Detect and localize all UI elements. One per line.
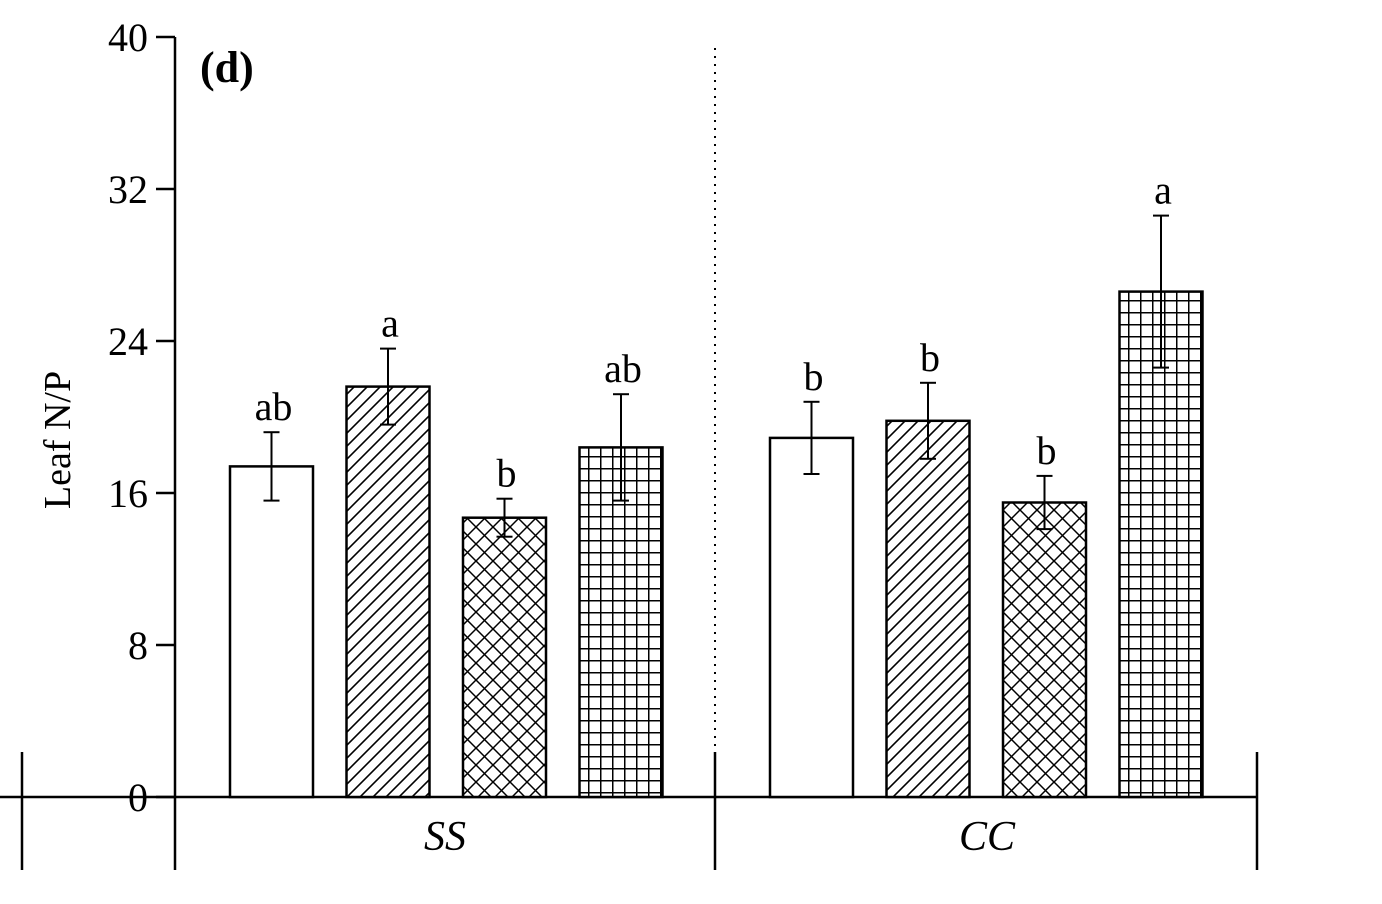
significance-letter-cc-1: b (804, 354, 824, 399)
y-axis-title: Leaf N/P (37, 371, 79, 509)
bar-cc-4 (1118, 290, 1204, 799)
significance-letter-ss-3: b (497, 451, 517, 496)
significance-letter-cc-2: b (920, 335, 940, 380)
y-tick-label-1: 8 (128, 623, 148, 668)
group-labels: SS CC (424, 814, 1016, 860)
group-label-cc: CC (959, 814, 1016, 860)
significance-letter-ss-4: ab (604, 346, 642, 391)
group-label-ss: SS (424, 814, 466, 860)
y-tick-label-2: 16 (108, 471, 148, 516)
bar-ss-3 (461, 516, 548, 799)
bar-ss-1 (228, 465, 315, 799)
significance-letter-ss-2: a (381, 301, 399, 346)
significance-letter-cc-4: a (1154, 168, 1172, 213)
bar-ss-2 (345, 385, 431, 799)
bar-cc-3 (1001, 501, 1088, 799)
bar-ss-4 (578, 446, 664, 799)
bar-cc-2 (885, 419, 971, 799)
significance-letter-ss-1: ab (255, 384, 293, 429)
y-ticks: 0 8 16 24 32 40 (108, 15, 175, 820)
significance-letter-cc-3: b (1037, 428, 1057, 473)
y-tick-label-3: 24 (108, 319, 148, 364)
bar-cc-1 (768, 436, 855, 799)
panel-label: (d) (200, 43, 254, 92)
y-tick-label-4: 32 (108, 167, 148, 212)
y-tick-label-0: 0 (128, 775, 148, 820)
y-tick-label-5: 40 (108, 15, 148, 60)
